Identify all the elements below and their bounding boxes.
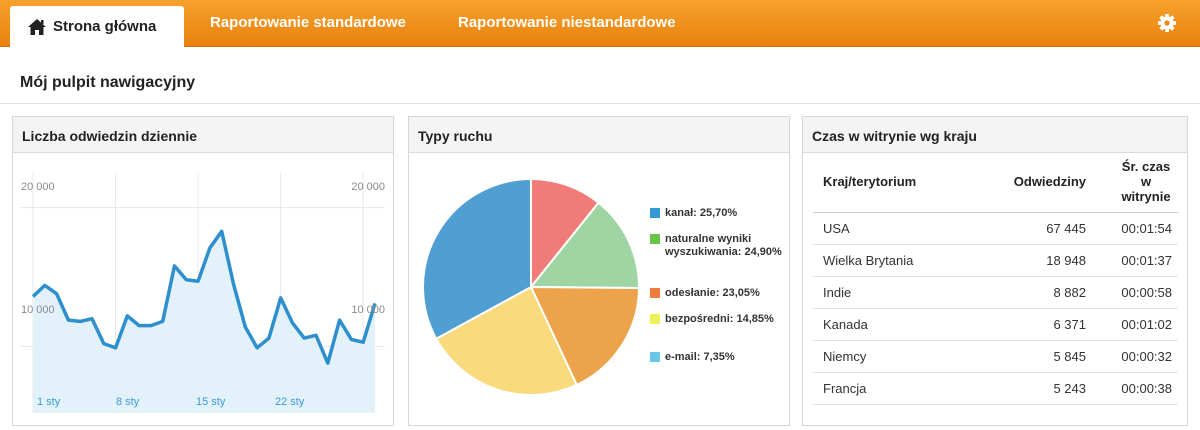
divider: [0, 103, 1200, 104]
cell-avg-time: 00:00:32: [1088, 340, 1178, 373]
visits-line: [31, 229, 377, 365]
column-header-avg-time[interactable]: Śr. czas w witrynie: [1088, 152, 1178, 213]
traffic-panel: Typy ruchu: [408, 116, 790, 426]
visits-panel: Liczba odwiedzin dziennie 20 000 10 000 …: [12, 116, 394, 426]
legend-swatch: [650, 234, 660, 244]
cell-country: Niemcy: [813, 340, 958, 373]
pie-slice: [528, 201, 641, 290]
legend-swatch: [650, 288, 660, 298]
traffic-pie-chart: [422, 177, 641, 396]
cell-country: USA: [813, 212, 958, 245]
table-row: Kanada 6 371 00:01:02: [813, 308, 1178, 341]
column-header-country[interactable]: Kraj/terytorium: [813, 152, 958, 213]
x-label-15-sty: 15 sty: [196, 396, 226, 408]
x-label-8-sty: 8 sty: [116, 396, 140, 408]
country-table: Kraj/terytorium Odwiedziny Śr. czas w wi…: [813, 152, 1178, 405]
visits-chart: 20 000 10 000 20 000 10 000 1 sty 8 sty …: [21, 173, 385, 413]
legend-item-bezposredni: bezpośredni: 14,85%: [650, 313, 775, 326]
cell-country: Kanada: [813, 308, 958, 341]
tab-custom-reports[interactable]: Raportowanie niestandardowe: [458, 14, 676, 31]
legend-label: naturalne wyniki wyszukiwania: 24,90%: [665, 233, 782, 258]
traffic-panel-title: Typy ruchu: [409, 117, 789, 153]
cell-visits: 67 445: [958, 212, 1088, 245]
legend-item-naturalne: naturalne wyniki wyszukiwania: 24,90%: [650, 233, 785, 259]
cell-country: Indie: [813, 276, 958, 309]
cell-avg-time: 00:01:37: [1088, 244, 1178, 277]
cell-avg-time: 00:01:54: [1088, 212, 1178, 245]
pie-slice: [434, 285, 579, 396]
cell-avg-time: 00:00:38: [1088, 372, 1178, 405]
country-panel-title: Czas w witrynie wg kraju: [803, 117, 1187, 153]
table-row: Niemcy 5 845 00:00:32: [813, 340, 1178, 373]
column-header-visits[interactable]: Odwiedziny: [958, 152, 1088, 213]
table-row: Francja 5 243 00:00:38: [813, 372, 1178, 405]
cell-visits: 6 371: [958, 308, 1088, 341]
column-header-avg-time-label: Śr. czas w witrynie: [1121, 159, 1171, 205]
x-label-1-sty: 1 sty: [37, 396, 61, 408]
cell-visits: 18 948: [958, 244, 1088, 277]
legend-item-email: e-mail: 7,35%: [650, 351, 785, 364]
cell-country: Wielka Brytania: [813, 244, 958, 277]
pie-slice: [530, 177, 600, 290]
y-tick-left-20000: 20 000: [21, 181, 55, 193]
legend-label: e-mail: 7,35%: [665, 351, 735, 363]
legend-swatch: [650, 352, 660, 362]
visits-panel-title: Liczba odwiedzin dziennie: [13, 117, 393, 153]
legend-item-odeslanie: odesłanie: 23,05%: [650, 287, 785, 300]
legend-label: kanał: 25,70%: [665, 207, 738, 219]
table-row: Indie 8 882 00:00:58: [813, 276, 1178, 309]
legend-swatch: [650, 314, 660, 324]
cell-visits: 5 845: [958, 340, 1088, 373]
visits-area: [33, 231, 375, 413]
pie-slice: [422, 177, 532, 341]
top-nav-bar: Strona główna Raportowanie standardowe R…: [0, 0, 1200, 47]
x-label-22-sty: 22 sty: [275, 396, 305, 408]
tab-standard-reports[interactable]: Raportowanie standardowe: [210, 14, 406, 31]
cell-avg-time: 00:01:02: [1088, 308, 1178, 341]
y-tick-right-10000: 10 000: [351, 304, 385, 316]
gear-icon[interactable]: [1156, 12, 1178, 34]
pie-slice: [529, 285, 641, 387]
legend-item-kanal: kanał: 25,70%: [650, 207, 785, 220]
tab-home-label: Strona główna: [53, 18, 157, 35]
legend-label: bezpośredni: 14,85%: [665, 313, 774, 325]
table-row: USA 67 445 00:01:54: [813, 212, 1178, 245]
table-header-row: Kraj/terytorium Odwiedziny Śr. czas w wi…: [813, 152, 1178, 213]
y-tick-left-10000: 10 000: [21, 304, 55, 316]
page-title: Mój pulpit nawigacyjny: [20, 74, 196, 91]
home-icon: [28, 18, 46, 35]
table-row: Wielka Brytania 18 948 00:01:37: [813, 244, 1178, 277]
cell-visits: 8 882: [958, 276, 1088, 309]
cell-country: Francja: [813, 372, 958, 405]
tab-home[interactable]: Strona główna: [10, 6, 184, 47]
y-tick-right-20000: 20 000: [351, 181, 385, 193]
cell-visits: 5 243: [958, 372, 1088, 405]
legend-label: odesłanie: 23,05%: [665, 287, 760, 299]
legend-swatch: [650, 208, 660, 218]
cell-avg-time: 00:00:58: [1088, 276, 1178, 309]
